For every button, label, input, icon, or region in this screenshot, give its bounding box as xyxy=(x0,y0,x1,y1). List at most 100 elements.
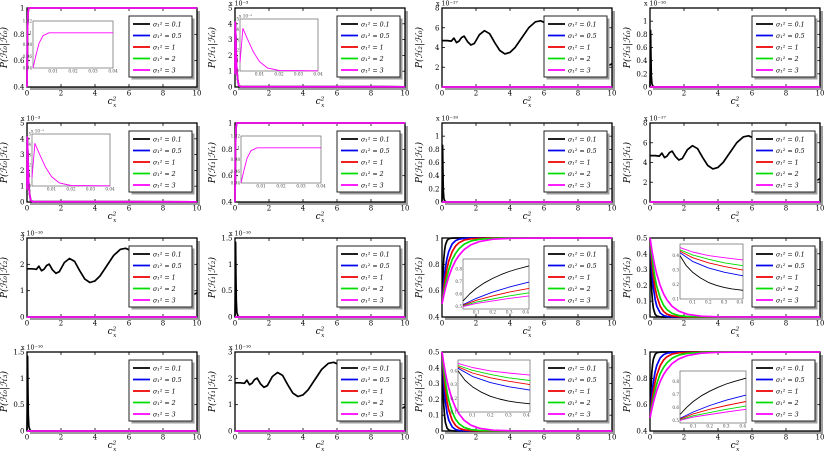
series-line-4 xyxy=(233,21,405,88)
x-tick-label: 2 xyxy=(266,319,270,327)
x-tick-label: 8 xyxy=(368,90,372,98)
x-tick-label: 8 xyxy=(368,319,372,327)
legend-label: σ₁² = 0.1 xyxy=(153,21,182,28)
subplot-p-h2-h2: P(ℋ₂|ℋ₂) c2 x 0 2 4 6 8 10 0.4 0.6 0.8 1 0.1 0.2 0.3 0… xyxy=(414,230,623,345)
x-tick-label: 4 xyxy=(715,90,720,98)
x-tick-label: 0 xyxy=(25,434,29,442)
x-tick-label: 0 xyxy=(440,90,444,98)
legend-label: σ₁² = 0.5 xyxy=(568,377,597,384)
legend-label: σ₁² = 0.1 xyxy=(361,136,390,143)
legend-label: σ₁² = 3 xyxy=(153,182,176,189)
legend-label: σ₁² = 0.5 xyxy=(361,377,390,384)
x-tick-label: 4 xyxy=(300,319,305,327)
legend: σ₁² = 0.1 σ₁² = 0.5 σ₁² = 1 σ₁² = 2 σ₁² = 3 xyxy=(128,359,195,424)
inset-x-tick-label: 0.3 xyxy=(722,424,729,429)
legend-label: σ₁² = 0.5 xyxy=(153,148,182,155)
y-axis-label: P(ℋ₂|ℋ₀) xyxy=(414,26,425,69)
legend-label: σ₁² = 0.5 xyxy=(361,33,390,40)
x-tick-label: 0 xyxy=(647,204,651,212)
series-line-3 xyxy=(648,237,820,318)
inset-y-tick-label: 1.02 xyxy=(230,133,240,138)
legend-label: σ₁² = 2 xyxy=(776,56,799,63)
y-axis-label: P(ℋ₀|ℋ₁) xyxy=(0,141,10,184)
y-tick-label: 8 xyxy=(435,5,439,13)
x-tick-label: 10 xyxy=(815,204,824,212)
y-tick-label: 0.6 xyxy=(428,287,440,295)
x-tick-label: 6 xyxy=(749,90,754,98)
y-tick-label: 0 xyxy=(435,198,439,206)
x-tick-label: 8 xyxy=(783,434,787,442)
inset-y-tick-label: 3 xyxy=(28,152,31,157)
axes-area: 0 2 4 6 8 10 0.4 0.6 0.8 1 0.01 0.02 0.03 0.04 0.94 0.9… xyxy=(221,119,409,212)
legend-label: σ₁² = 1 xyxy=(153,389,176,396)
x-tick-label: 2 xyxy=(474,204,478,212)
y-tick-label: 0.6 xyxy=(636,401,648,409)
y-axis-label: P(ℋ₂|ℋ₃) xyxy=(414,371,425,414)
y-axis-label: P(ℋ₃|ℋ₁) xyxy=(622,141,633,184)
inset-y-tick-label: 0.7 xyxy=(672,392,679,397)
legend-label: σ₁² = 2 xyxy=(776,400,799,407)
legend-label: σ₁² = 2 xyxy=(568,400,591,407)
inset-box xyxy=(240,135,321,184)
legend-label: σ₁² = 0.5 xyxy=(153,262,182,269)
y-tick-label: 0.4 xyxy=(221,198,233,206)
y-tick-label: 0.3 xyxy=(636,266,647,274)
plot-canvas-9: P(ℋ₁|ℋ₂) x 10⁻¹⁶ c2 x 0 2 4 6 8 10 0 0.5 1 1.5 σ₁² … xyxy=(207,230,409,339)
legend: σ₁² = 0.1 σ₁² = 0.5 σ₁² = 1 σ₁² = 2 σ₁² = 3 xyxy=(336,359,402,424)
legend-label: σ₁² = 1 xyxy=(153,274,176,281)
y-tick-label: 0 xyxy=(20,198,24,206)
inset-y-tick-label: 0.6 xyxy=(672,405,679,410)
legend-label: σ₁² = 1 xyxy=(568,44,591,51)
y-tick-label: 6 xyxy=(435,24,440,32)
legend-label: σ₁² = 0.5 xyxy=(776,377,805,384)
x-tick-label: 6 xyxy=(127,90,132,98)
x-tick-label: 0 xyxy=(232,204,236,212)
y-tick-label: 0.2 xyxy=(428,185,439,193)
inset-y-tick-label: 0.1 xyxy=(672,296,679,301)
y-axis-exponent: x 10⁻³ xyxy=(21,115,41,122)
x-tick-label: 10 xyxy=(193,204,202,212)
inset-y-tick-label: 0.2 xyxy=(672,282,679,287)
axes-area: 0 2 4 6 8 10 0 0.1 0.2 0.3 0.4 0.5 0.1 0.2 0.3 0.4 0.1 0.… xyxy=(428,349,616,442)
inset-series-line-0 xyxy=(457,370,531,405)
x-axis-label: c2 x xyxy=(523,97,533,110)
legend-label: σ₁² = 0.1 xyxy=(361,366,390,373)
y-axis-label: P(ℋ₃|ℋ₃) xyxy=(622,371,633,414)
x-axis-label: c2 x xyxy=(108,97,118,110)
y-tick-label: 0.2 xyxy=(636,281,647,289)
series-line-4 xyxy=(648,237,820,318)
series-group xyxy=(26,355,197,433)
inset-series-line-2 xyxy=(462,287,530,306)
inset-x-tick-label: 0.1 xyxy=(473,309,480,314)
inset-y-tick-label: 5 xyxy=(236,17,239,22)
inset-x-tick-label: 0.4 xyxy=(736,299,743,304)
inset-y-tick-label: 0.8 xyxy=(672,379,679,384)
y-tick-label: 1 xyxy=(228,119,232,127)
subplot-p-h0-h1: P(ℋ₀|ℋ₁) x 10⁻³ c2 x 0 2 4 6 8 10 0 1 2 3 4 5 0.01 0.0… xyxy=(0,115,208,230)
inset-x-tick-label: 0.02 xyxy=(276,183,286,188)
x-tick-label: 6 xyxy=(542,434,547,442)
legend-label: σ₁² = 2 xyxy=(568,285,591,292)
legend-label: σ₁² = 0.5 xyxy=(361,262,390,269)
x-tick-label: 2 xyxy=(681,90,685,98)
inset-x-tick-label: 0.4 xyxy=(523,413,530,418)
subplot-p-h0-h2: P(ℋ₀|ℋ₂) x 10⁻¹⁶ c2 x 0 2 4 6 8 10 0 1 2 3 σ₁² = 0.… xyxy=(0,230,208,345)
legend-label: σ₁² = 0.5 xyxy=(776,33,805,40)
inset-y-tick-label: 4 xyxy=(28,142,31,147)
subplot-p-h3-h0: P(ℋ₃|ℋ₀) x 10⁻¹⁶ c2 x 0 2 4 6 8 10 0 0.2 0.4 0.6 0.… xyxy=(622,0,830,115)
x-tick-label: 0 xyxy=(647,90,651,98)
series-group xyxy=(441,236,612,304)
inset-box xyxy=(31,133,111,187)
legend: σ₁² = 0.1 σ₁² = 0.5 σ₁² = 1 σ₁² = 2 σ₁² = 3 xyxy=(751,245,817,309)
y-tick-label: 1 xyxy=(228,260,232,268)
x-axis-label: c2 x xyxy=(315,441,325,454)
axes-area: 0 2 4 6 8 10 0.4 0.6 0.8 1 0.1 0.2 0.3 0.4 0.5 0.6 0.7 0.… xyxy=(428,234,616,327)
y-tick-label: 0.8 xyxy=(221,146,232,154)
legend: σ₁² = 0.1 σ₁² = 0.5 σ₁² = 1 σ₁² = 2 σ₁² = 3 xyxy=(128,130,195,195)
inset-x-tick-label: 0.04 xyxy=(108,69,118,74)
inset-series-line-4 xyxy=(679,409,746,422)
